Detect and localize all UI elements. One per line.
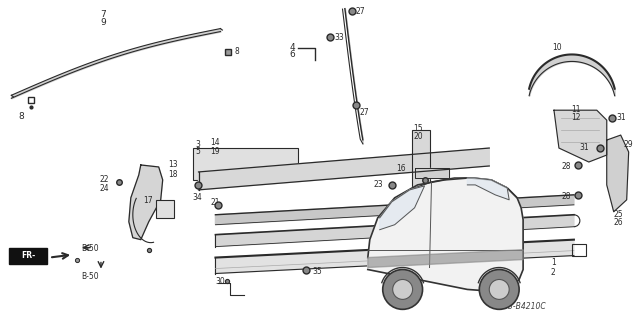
Text: 11: 11 <box>571 105 580 114</box>
Text: 24: 24 <box>99 184 109 193</box>
Text: 13: 13 <box>169 160 179 169</box>
Text: 5: 5 <box>196 147 200 156</box>
Bar <box>193 148 298 180</box>
Text: 31: 31 <box>617 113 627 122</box>
FancyBboxPatch shape <box>10 248 47 263</box>
Polygon shape <box>216 240 574 273</box>
Polygon shape <box>607 135 628 212</box>
Text: 1: 1 <box>551 257 556 267</box>
Text: 30: 30 <box>216 278 225 286</box>
Polygon shape <box>198 148 489 190</box>
Text: 6: 6 <box>289 50 295 59</box>
Polygon shape <box>129 165 163 240</box>
Text: 2: 2 <box>551 268 556 277</box>
Text: 32: 32 <box>493 226 503 235</box>
Text: B-50: B-50 <box>81 244 99 253</box>
Text: 7: 7 <box>100 10 106 19</box>
Circle shape <box>393 279 413 300</box>
Text: 21: 21 <box>211 198 220 207</box>
Text: 4: 4 <box>289 42 295 51</box>
Text: FR-: FR- <box>21 251 35 260</box>
Text: 34: 34 <box>193 193 202 202</box>
Text: 26: 26 <box>614 218 623 227</box>
Text: 31: 31 <box>579 143 589 152</box>
Polygon shape <box>554 110 607 162</box>
Polygon shape <box>216 195 574 225</box>
Text: 17: 17 <box>143 196 153 205</box>
Circle shape <box>479 270 519 309</box>
Text: 35: 35 <box>312 267 322 276</box>
Text: 12: 12 <box>571 113 580 122</box>
Polygon shape <box>368 178 523 292</box>
Text: 28: 28 <box>561 192 571 201</box>
Text: 14: 14 <box>211 138 220 147</box>
Text: 18: 18 <box>169 170 178 179</box>
Text: 29: 29 <box>623 140 634 149</box>
Text: 22: 22 <box>99 175 109 184</box>
Polygon shape <box>368 249 523 268</box>
Text: B-50: B-50 <box>81 271 99 280</box>
Circle shape <box>489 279 509 300</box>
Polygon shape <box>415 168 449 178</box>
Text: 16: 16 <box>396 164 406 173</box>
Circle shape <box>383 270 422 309</box>
Text: 3: 3 <box>196 140 200 149</box>
Polygon shape <box>467 178 509 200</box>
Text: 33: 33 <box>334 33 344 41</box>
Polygon shape <box>380 186 424 230</box>
Text: 8R83-B4210C: 8R83-B4210C <box>494 302 547 311</box>
Text: 25: 25 <box>614 210 623 219</box>
Bar <box>156 200 173 218</box>
Text: 28: 28 <box>561 162 571 171</box>
Polygon shape <box>216 215 574 247</box>
Text: 8: 8 <box>19 112 24 121</box>
Text: 19: 19 <box>211 147 220 156</box>
Bar <box>572 244 586 256</box>
Text: 9: 9 <box>100 18 106 26</box>
Text: 27: 27 <box>360 108 369 117</box>
Text: 8: 8 <box>234 48 239 56</box>
Text: 23: 23 <box>373 180 383 189</box>
Text: 15: 15 <box>413 124 423 133</box>
Text: 20: 20 <box>413 132 423 141</box>
Bar <box>412 130 429 202</box>
Text: 10: 10 <box>552 42 562 51</box>
Text: 27: 27 <box>356 7 365 16</box>
